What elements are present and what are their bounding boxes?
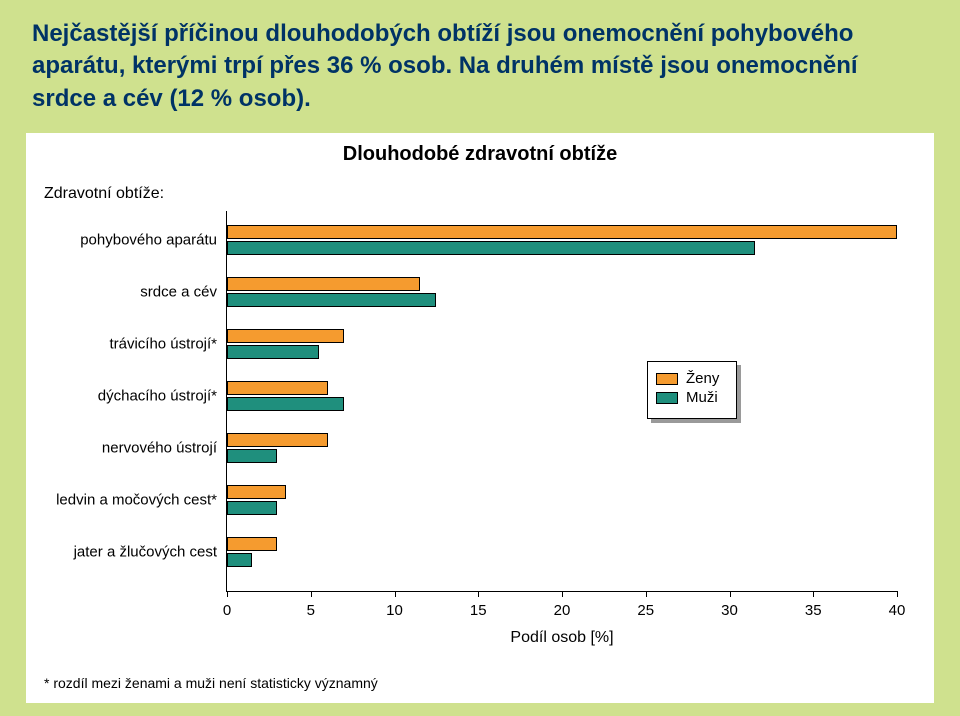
- x-tick: [311, 591, 312, 597]
- legend-swatch: [656, 392, 678, 404]
- legend-item: Ženy: [656, 370, 728, 387]
- bar-zeny: [227, 225, 897, 239]
- x-axis-title: Podíl osob [%]: [510, 629, 613, 647]
- plot-area: Podíl osob [%] 0510152025303540pohybovéh…: [226, 211, 897, 592]
- category-label: nervového ústrojí: [17, 440, 217, 457]
- x-tick-label: 40: [889, 602, 906, 619]
- bar-muzi: [227, 293, 436, 307]
- x-tick-label: 15: [470, 602, 487, 619]
- bar-zeny: [227, 537, 277, 551]
- bar-muzi: [227, 345, 319, 359]
- category-label: ledvin a močových cest*: [17, 492, 217, 509]
- bar-muzi: [227, 397, 344, 411]
- chart-footnote: * rozdíl mezi ženami a muži není statist…: [44, 675, 378, 691]
- x-tick: [646, 591, 647, 597]
- x-tick-label: 30: [721, 602, 738, 619]
- x-tick-label: 0: [223, 602, 231, 619]
- slide: Nejčastější příčinou dlouhodobých obtíží…: [0, 0, 960, 716]
- bar-muzi: [227, 501, 277, 515]
- bar-muzi: [227, 449, 277, 463]
- x-tick: [227, 591, 228, 597]
- bar-zeny: [227, 485, 286, 499]
- bar-zeny: [227, 329, 344, 343]
- legend-label: Muži: [686, 389, 718, 406]
- category-label: trávicího ústrojí*: [17, 336, 217, 353]
- bar-muzi: [227, 553, 252, 567]
- legend-swatch: [656, 373, 678, 385]
- category-label: srdce a cév: [17, 284, 217, 301]
- legend-item: Muži: [656, 389, 728, 406]
- x-tick: [730, 591, 731, 597]
- bar-zeny: [227, 433, 328, 447]
- category-label: dýchacího ústrojí*: [17, 388, 217, 405]
- x-tick: [478, 591, 479, 597]
- x-tick-label: 10: [386, 602, 403, 619]
- x-tick-label: 5: [307, 602, 315, 619]
- x-tick: [897, 591, 898, 597]
- category-label: pohybového aparátu: [17, 232, 217, 249]
- bar-zeny: [227, 277, 420, 291]
- chart-title: Dlouhodobé zdravotní obtíže: [26, 143, 934, 166]
- x-tick-label: 35: [805, 602, 822, 619]
- x-tick: [395, 591, 396, 597]
- x-tick-label: 20: [554, 602, 571, 619]
- bar-muzi: [227, 241, 755, 255]
- y-axis-heading: Zdravotní obtíže:: [44, 185, 164, 203]
- bar-zeny: [227, 381, 328, 395]
- legend-label: Ženy: [686, 370, 719, 387]
- legend: Ženy Muži: [647, 361, 737, 419]
- x-tick: [813, 591, 814, 597]
- x-tick: [562, 591, 563, 597]
- category-label: jater a žlučových cest: [17, 544, 217, 561]
- headline-text: Nejčastější příčinou dlouhodobých obtíží…: [32, 18, 928, 115]
- x-tick-label: 25: [637, 602, 654, 619]
- chart-card: Dlouhodobé zdravotní obtíže Zdravotní ob…: [26, 133, 934, 703]
